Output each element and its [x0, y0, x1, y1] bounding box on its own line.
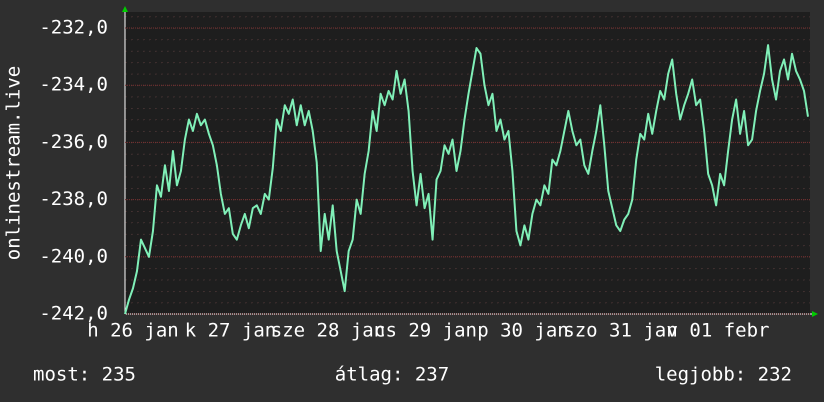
footer-current: most: 235 — [33, 364, 136, 386]
y-arrow — [122, 6, 128, 12]
x-tick-label: h 26 jan — [87, 320, 179, 342]
x-tick-label: v 01 febr — [667, 320, 770, 342]
x-tick-label: cs 29 jan — [374, 320, 477, 342]
x-tick-label: sze 28 jan — [271, 320, 385, 342]
y-tick-label: -236,0 — [39, 131, 108, 153]
x-tick-label: k 27 jan — [185, 320, 277, 342]
y-axis-label: onlinestream.live — [3, 66, 25, 260]
footer-best: legjobb: 232 — [655, 364, 792, 386]
plot-area — [125, 12, 810, 314]
y-tick-label: -234,0 — [39, 74, 108, 96]
y-tick-label: -238,0 — [39, 188, 108, 210]
data-line — [124, 44, 809, 315]
y-tick-label: -242,0 — [39, 303, 108, 325]
x-arrow — [812, 311, 818, 317]
y-tick-label: -232,0 — [39, 17, 108, 39]
x-tick-label: szo 31 jan — [563, 320, 677, 342]
y-tick-label: -240,0 — [39, 245, 108, 267]
x-tick-label: p 30 jan — [477, 320, 569, 342]
footer-average: átlag: 237 — [335, 364, 449, 386]
